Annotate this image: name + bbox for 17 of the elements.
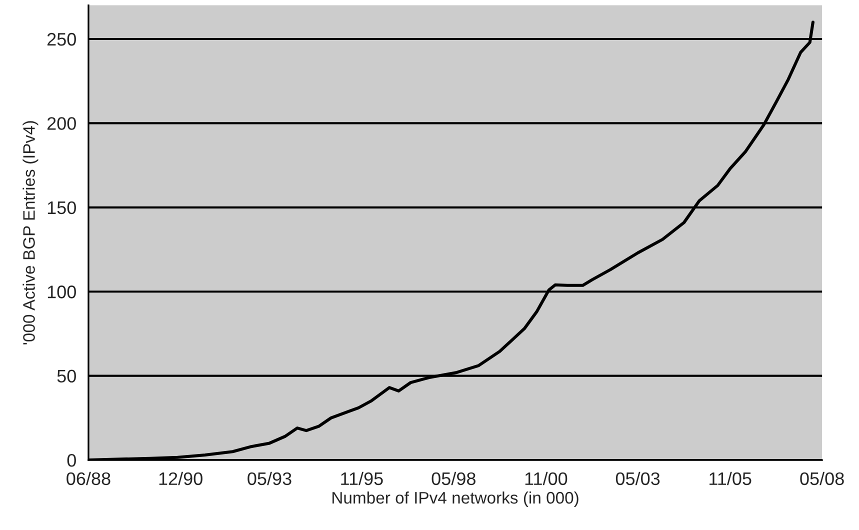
x-tick-label: 11/05 (710, 472, 752, 486)
y-tick-label: 100 (48, 286, 76, 298)
x-tick-label: 05/98 (432, 472, 476, 486)
y-tick-label: 200 (47, 117, 76, 130)
x-tick-label: 11/95 (341, 472, 383, 486)
y-tick-label: 250 (47, 32, 76, 46)
x-tick-label: 05/93 (248, 472, 292, 486)
x-tick-label: 12/90 (159, 472, 202, 486)
y-tick-label: 150 (48, 201, 76, 214)
x-tick-label: 11/00 (525, 472, 568, 486)
y-axis-title: '000 Active BGP Entries (IPv4) (22, 121, 38, 344)
x-tick-label: 05/03 (616, 472, 660, 486)
x-tick-label: 06/88 (66, 472, 110, 486)
y-tick-label: 0 (67, 454, 76, 467)
x-axis-title: Number of IPv4 networks (in 000) (332, 491, 578, 507)
y-tick-label: 50 (57, 370, 76, 383)
x-tick-label: 05/08 (800, 472, 844, 486)
